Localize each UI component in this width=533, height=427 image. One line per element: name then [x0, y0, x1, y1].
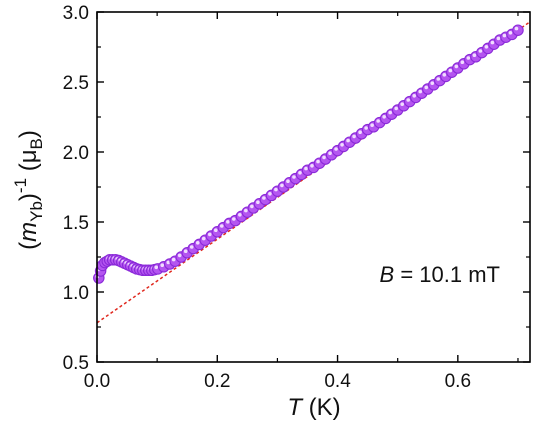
data-point: [265, 189, 278, 202]
y-tick-label: 0.5: [63, 353, 89, 374]
y-tick-label: 1.5: [63, 213, 89, 234]
x-tick-label: 0.4: [324, 371, 351, 392]
y-axis-title: (mYb)-1 (μB): [11, 130, 46, 250]
data-point: [247, 202, 260, 214]
x-tick-label: 0.2: [204, 371, 230, 392]
plot-frame: [96, 11, 531, 363]
data-point: [512, 24, 524, 36]
x-tick-labels: 0.0 0.2 0.4 0.6: [84, 371, 471, 392]
y-tick-label: 3.0: [63, 3, 89, 24]
y-tick-labels: 0.5 1.0 1.5 2.0 2.5 3.0: [63, 3, 89, 374]
x-tick-label: 0.6: [445, 371, 471, 392]
x-tick-label: 0.0: [84, 371, 110, 392]
data-markers-layer: [93, 24, 524, 284]
y-tick-label: 2.5: [63, 73, 89, 94]
y-tick-label: 2.0: [63, 143, 89, 164]
y-tick-label: 1.0: [63, 283, 89, 304]
x-axis-title: T (K): [287, 394, 340, 421]
field-annotation: B = 10.1 mT: [380, 262, 500, 287]
